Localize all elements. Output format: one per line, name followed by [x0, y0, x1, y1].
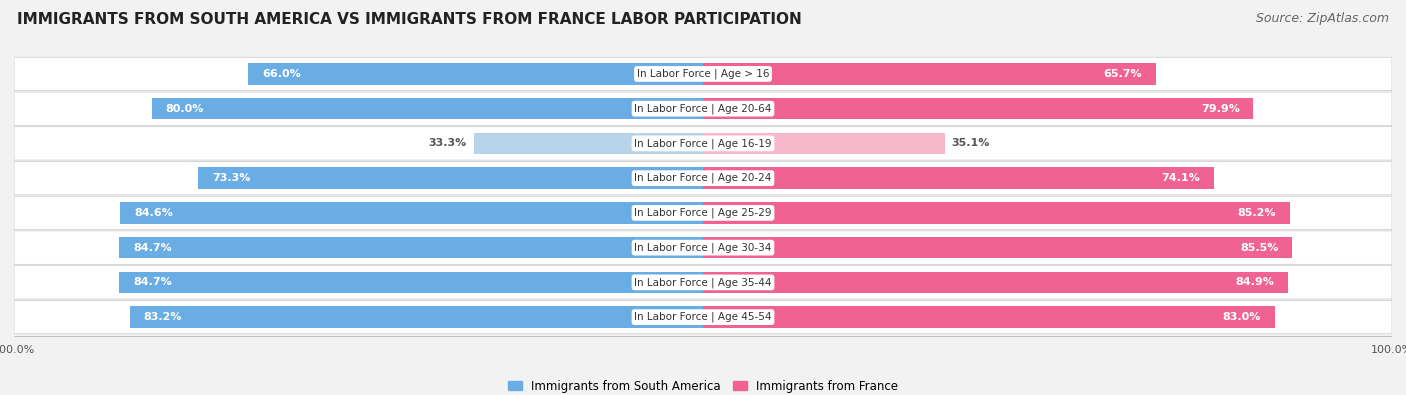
- Text: 79.9%: 79.9%: [1201, 103, 1240, 114]
- Text: 85.2%: 85.2%: [1237, 208, 1277, 218]
- FancyBboxPatch shape: [14, 92, 1392, 125]
- Bar: [703, 272, 1288, 293]
- Text: 74.1%: 74.1%: [1161, 173, 1199, 183]
- Text: 35.1%: 35.1%: [952, 138, 990, 149]
- Text: 80.0%: 80.0%: [166, 103, 204, 114]
- Bar: [703, 167, 1213, 189]
- Text: In Labor Force | Age 20-64: In Labor Force | Age 20-64: [634, 103, 772, 114]
- Text: 84.7%: 84.7%: [134, 243, 172, 253]
- Bar: [703, 307, 1275, 328]
- FancyBboxPatch shape: [14, 231, 1392, 264]
- Text: 66.0%: 66.0%: [262, 69, 301, 79]
- FancyBboxPatch shape: [14, 196, 1392, 229]
- Text: In Labor Force | Age 25-29: In Labor Force | Age 25-29: [634, 208, 772, 218]
- Text: 84.7%: 84.7%: [134, 277, 172, 288]
- Text: In Labor Force | Age > 16: In Labor Force | Age > 16: [637, 69, 769, 79]
- Text: In Labor Force | Age 20-24: In Labor Force | Age 20-24: [634, 173, 772, 183]
- Bar: [703, 98, 1254, 119]
- FancyBboxPatch shape: [14, 162, 1392, 195]
- Bar: [120, 202, 703, 224]
- FancyBboxPatch shape: [14, 127, 1392, 160]
- Bar: [152, 98, 703, 119]
- Text: In Labor Force | Age 30-34: In Labor Force | Age 30-34: [634, 243, 772, 253]
- Text: 73.3%: 73.3%: [212, 173, 250, 183]
- Text: 84.9%: 84.9%: [1236, 277, 1274, 288]
- Bar: [249, 63, 703, 85]
- Bar: [703, 202, 1289, 224]
- Text: 84.6%: 84.6%: [134, 208, 173, 218]
- Legend: Immigrants from South America, Immigrants from France: Immigrants from South America, Immigrant…: [503, 375, 903, 395]
- Bar: [129, 307, 703, 328]
- Text: 85.5%: 85.5%: [1240, 243, 1278, 253]
- Text: 83.0%: 83.0%: [1223, 312, 1261, 322]
- Text: In Labor Force | Age 45-54: In Labor Force | Age 45-54: [634, 312, 772, 322]
- Text: IMMIGRANTS FROM SOUTH AMERICA VS IMMIGRANTS FROM FRANCE LABOR PARTICIPATION: IMMIGRANTS FROM SOUTH AMERICA VS IMMIGRA…: [17, 12, 801, 27]
- Text: 65.7%: 65.7%: [1104, 69, 1142, 79]
- Text: 83.2%: 83.2%: [143, 312, 183, 322]
- Text: In Labor Force | Age 16-19: In Labor Force | Age 16-19: [634, 138, 772, 149]
- Text: In Labor Force | Age 35-44: In Labor Force | Age 35-44: [634, 277, 772, 288]
- Text: Source: ZipAtlas.com: Source: ZipAtlas.com: [1256, 12, 1389, 25]
- Bar: [703, 237, 1292, 258]
- FancyBboxPatch shape: [14, 266, 1392, 299]
- Bar: [120, 237, 703, 258]
- Bar: [120, 272, 703, 293]
- FancyBboxPatch shape: [14, 301, 1392, 334]
- FancyBboxPatch shape: [14, 57, 1392, 90]
- Bar: [703, 63, 1156, 85]
- Bar: [474, 133, 703, 154]
- Bar: [703, 133, 945, 154]
- Bar: [198, 167, 703, 189]
- Text: 33.3%: 33.3%: [429, 138, 467, 149]
